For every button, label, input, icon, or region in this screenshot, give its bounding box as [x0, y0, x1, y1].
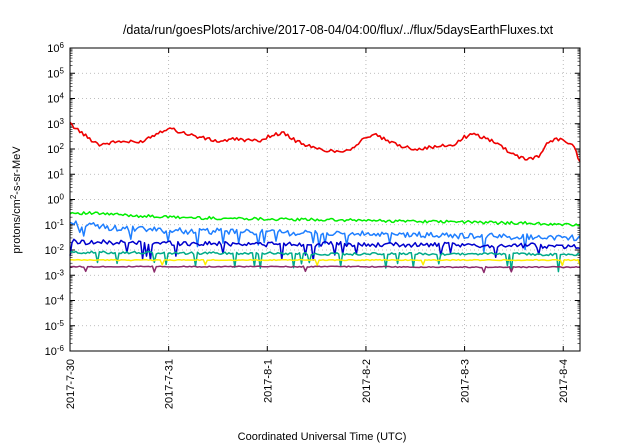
series-line — [69, 211, 581, 227]
y-tick-labels: 10-6 10-5 10-4 10-3 10-2 10-1 100 101 102 103 104 1… — [45, 41, 65, 359]
y-tick-label: 10-6 — [45, 344, 65, 359]
grid — [69, 47, 580, 352]
y-tick-label: 102 — [47, 142, 64, 157]
x-tick-label: 2017-8-3 — [460, 359, 472, 403]
x-axis-label: Coordinated Universal Time (UTC) — [238, 431, 407, 443]
y-tick-label: 105 — [47, 66, 64, 81]
y-tick-label: 100 — [47, 192, 64, 207]
plot-frame — [69, 47, 581, 352]
y-axis-label: protons/cm2-s-sr-MeV — [9, 146, 24, 254]
chart-title: /data/run/goesPlots/archive/2017-08-04/0… — [123, 23, 554, 37]
y-tick-label: 10-1 — [45, 217, 65, 232]
series-line — [69, 121, 581, 163]
series-line — [69, 220, 581, 253]
y-tick-label: 10-3 — [45, 268, 65, 283]
y-tick-label: 10-4 — [45, 293, 65, 308]
x-tick-label: 2017-8-4 — [558, 359, 570, 403]
series-group — [69, 121, 581, 274]
y-tick-label: 106 — [47, 41, 64, 56]
y-tick-label: 103 — [47, 116, 64, 131]
series-line — [69, 265, 581, 274]
series-line — [69, 258, 581, 267]
y-tick-label: 10-5 — [45, 318, 65, 333]
x-tick-label: 2017-8-2 — [361, 359, 373, 403]
x-tick-label: 2017-8-1 — [262, 359, 274, 403]
y-tick-label: 101 — [47, 167, 64, 182]
y-tick-label: 104 — [47, 91, 64, 106]
x-tick-label: 2017-7-31 — [164, 359, 176, 409]
x-tick-labels: 2017-7-30 2017-7-31 2017-8-1 2017-8-2 2017-8… — [65, 359, 570, 409]
x-tick-label: 2017-7-30 — [65, 359, 77, 409]
y-tick-label: 10-2 — [45, 243, 65, 258]
